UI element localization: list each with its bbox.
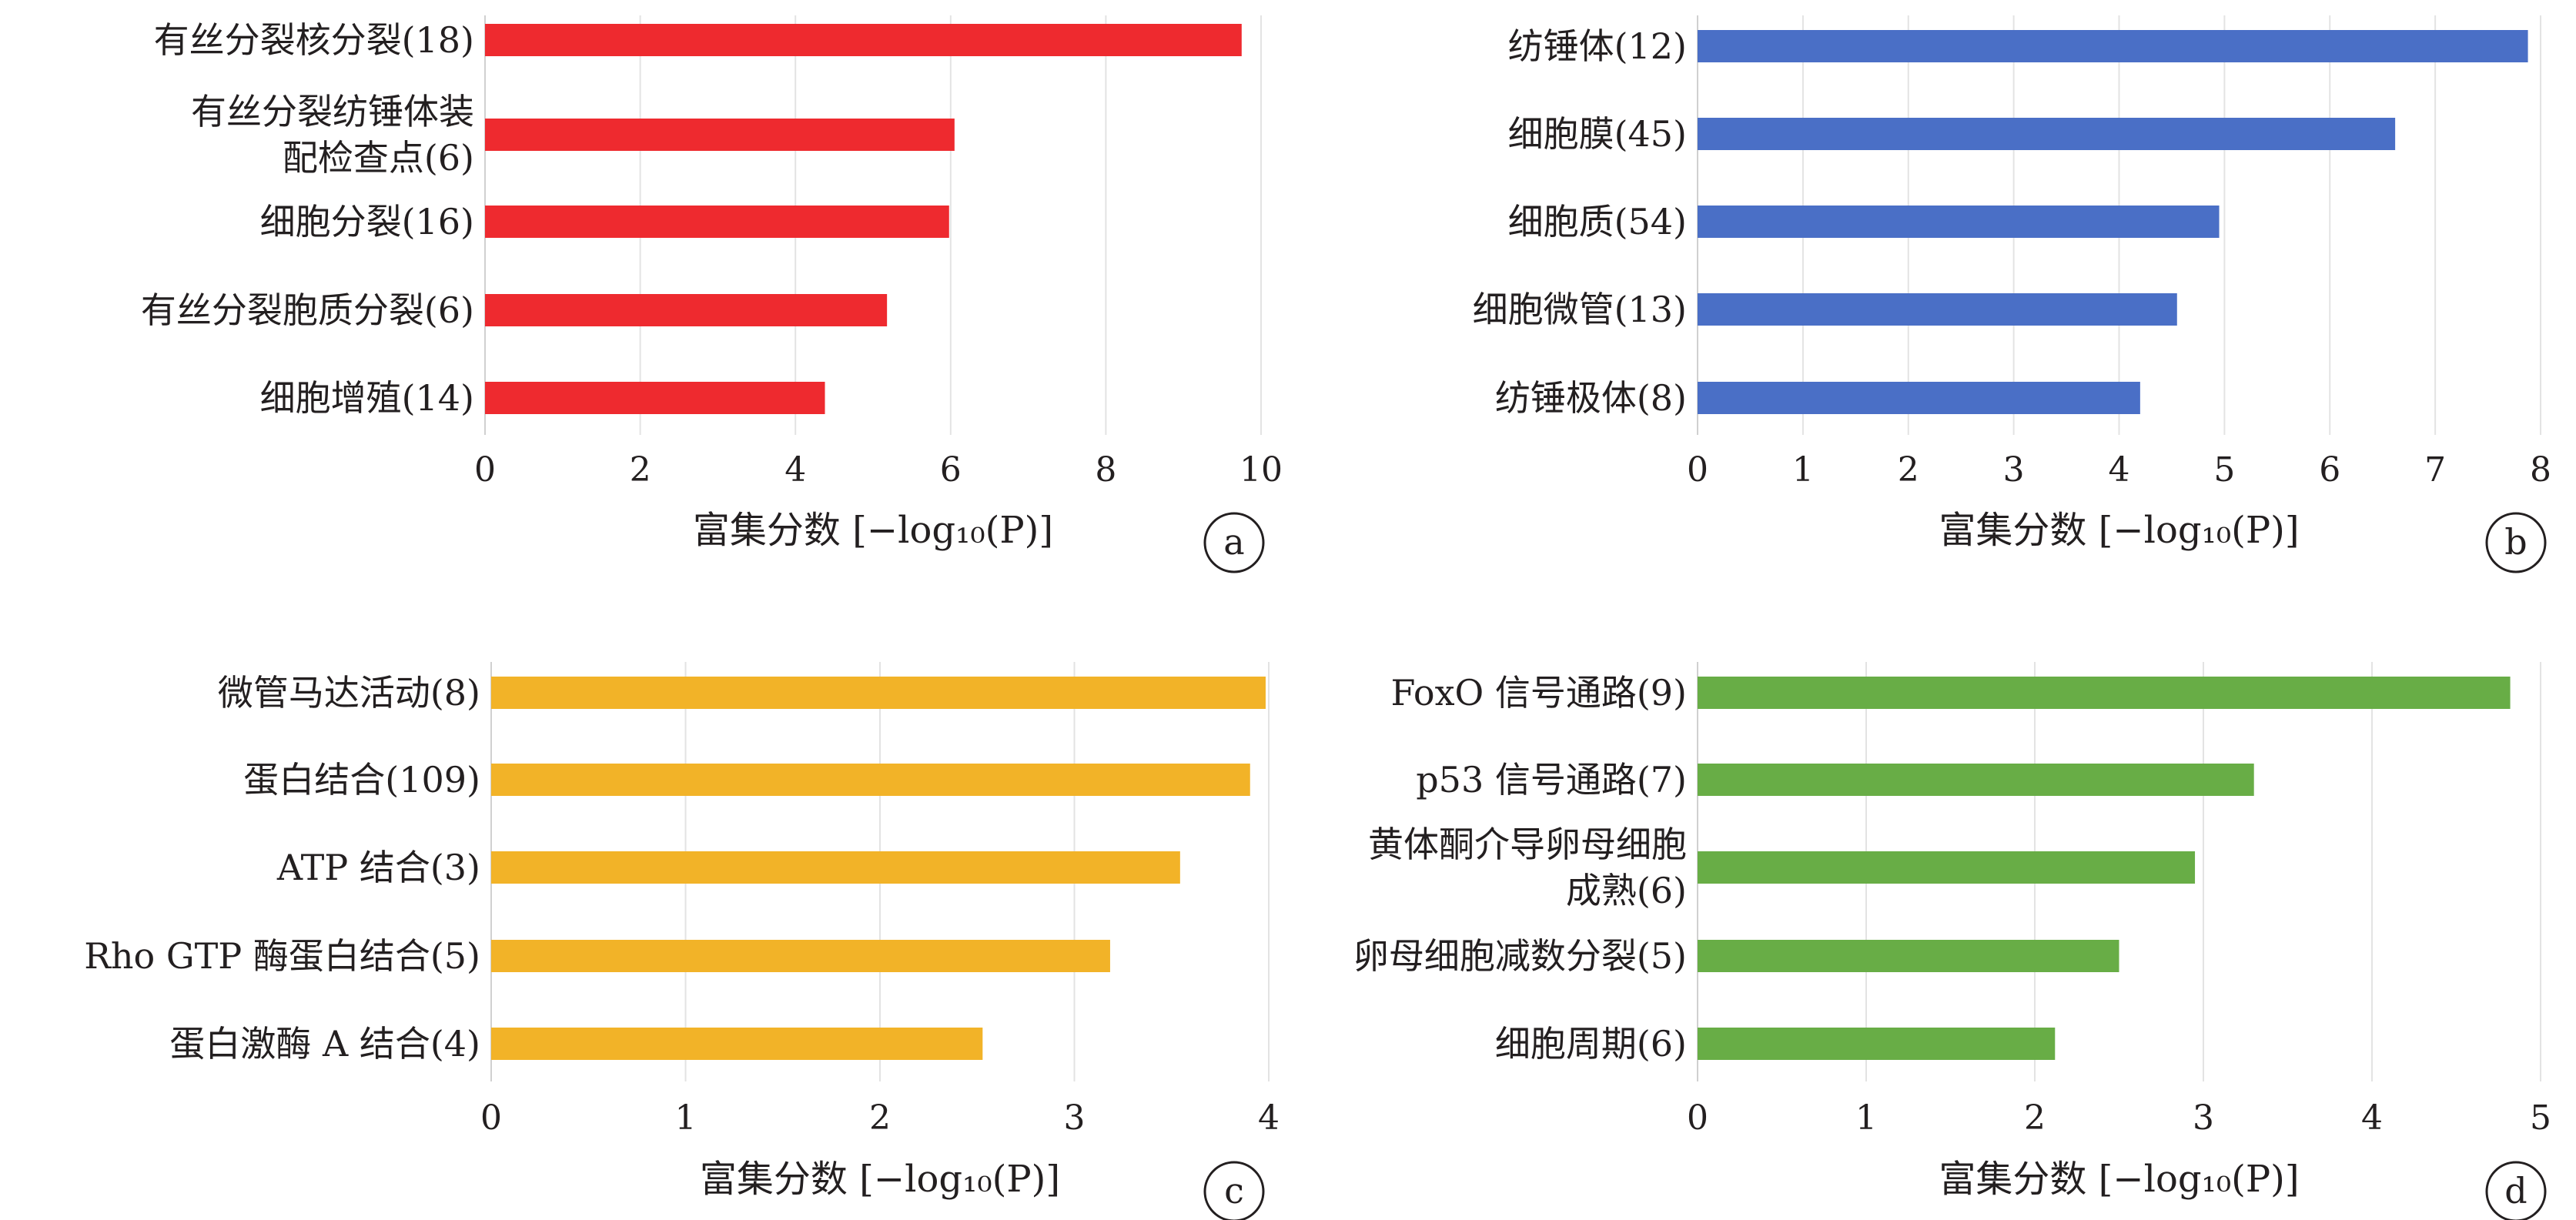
bar [485, 24, 1242, 56]
category-label: 纺锤极体(8) [1495, 377, 1687, 419]
bar [491, 851, 1180, 884]
panel-label: a [1223, 521, 1244, 563]
bar [491, 677, 1266, 709]
tick-label: 8 [2530, 450, 2551, 490]
panel-label: c [1224, 1170, 1244, 1212]
category-label: 蛋白激酶 A 结合(4) [169, 1023, 480, 1065]
tick-label: 2 [630, 450, 651, 490]
panel-c: 微管马达活动(8) 蛋白结合(109) ATP 结合(3) Rho GTP 酶蛋白结合… [84, 662, 1280, 1220]
bar [485, 119, 955, 151]
tick-label: 2 [1898, 450, 1919, 490]
category-label: 蛋白结合(109) [243, 759, 480, 801]
bar [1698, 1028, 2056, 1060]
x-axis-label: 富集分数 [−log₁₀(P)] [1939, 1158, 2299, 1201]
tick-label: 1 [1855, 1098, 1877, 1138]
bar [1698, 851, 2196, 884]
category-label: 黄体酮介导卵母细胞 [1368, 824, 1687, 865]
category-label: ATP 结合(3) [276, 847, 480, 888]
bar [485, 206, 949, 238]
category-label: 有丝分裂纺锤体装 [191, 91, 474, 132]
category-label: 细胞增殖(14) [260, 377, 474, 419]
tick-label: 6 [2319, 450, 2340, 490]
category-label: 细胞周期(6) [1495, 1023, 1687, 1065]
bar [1698, 30, 2528, 62]
tick-label: 6 [940, 450, 962, 490]
tick-label: 2 [2024, 1098, 2046, 1138]
category-label: 细胞膜(45) [1508, 113, 1687, 155]
x-axis-label: 富集分数 [−log₁₀(P)] [693, 509, 1053, 552]
tick-label: 4 [785, 450, 806, 490]
tick-label: 7 [2424, 450, 2446, 490]
tick-label: 8 [1095, 450, 1116, 490]
tick-label: 4 [2109, 450, 2130, 490]
category-label: 细胞分裂(16) [260, 201, 474, 242]
bar [1698, 118, 2396, 150]
category-label: 纺锤体(12) [1508, 25, 1687, 67]
category-label: 有丝分裂胞质分裂(6) [141, 289, 474, 331]
category-label: 细胞微管(13) [1473, 289, 1687, 330]
category-label: 有丝分裂核分裂(18) [154, 19, 474, 61]
tick-label: 5 [2213, 450, 2235, 490]
tick-label: 4 [1258, 1098, 1280, 1138]
bar [1698, 677, 2511, 709]
panel-label-circle [1203, 1161, 1265, 1220]
tick-label: 2 [869, 1098, 891, 1138]
panel-label: b [2504, 521, 2527, 563]
bar [1698, 293, 2177, 326]
panel-label-circle [2485, 1161, 2547, 1220]
category-label: 卵母细胞减数分裂(5) [1353, 935, 1687, 977]
tick-label: 10 [1239, 450, 1283, 490]
bar [485, 294, 888, 326]
x-axis-label: 富集分数 [−log₁₀(P)] [1939, 509, 2299, 552]
category-label: 配检查点(6) [283, 137, 474, 179]
bar [491, 940, 1110, 972]
panel-label-circle [1203, 512, 1265, 573]
tick-label: 0 [1687, 450, 1708, 490]
panel-label: d [2504, 1170, 2527, 1212]
tick-label: 1 [675, 1098, 697, 1138]
x-axis-label: 富集分数 [−log₁₀(P)] [700, 1158, 1060, 1201]
tick-label: 3 [1064, 1098, 1086, 1138]
panel-label-circle [2485, 512, 2547, 573]
bar [1698, 382, 2140, 414]
category-label: FoxO 信号通路(9) [1390, 672, 1687, 714]
bar [485, 382, 825, 414]
bar [1698, 206, 2220, 238]
bar [491, 1028, 983, 1060]
tick-label: 4 [2361, 1098, 2383, 1138]
category-label: 微管马达活动(8) [218, 672, 480, 714]
category-label: p53 信号通路(7) [1416, 759, 1687, 801]
tick-label: 1 [1792, 450, 1814, 490]
tick-label: 3 [2193, 1098, 2214, 1138]
bar [1698, 940, 2119, 972]
panel-b: 纺锤体(12) 细胞膜(45) 细胞质(54) 细胞微管(13) 纺锤极体(8)0 1 2 3… [1473, 15, 2551, 573]
tick-label: 0 [480, 1098, 502, 1138]
tick-label: 0 [1687, 1098, 1708, 1138]
tick-label: 5 [2530, 1098, 2551, 1138]
bar [1698, 764, 2254, 796]
tick-label: 0 [474, 450, 496, 490]
category-label: 细胞质(54) [1508, 201, 1687, 242]
tick-label: 3 [2003, 450, 2025, 490]
bar [491, 764, 1250, 796]
category-label: 成熟(6) [1566, 870, 1687, 911]
category-label: Rho GTP 酶蛋白结合(5) [84, 935, 480, 977]
